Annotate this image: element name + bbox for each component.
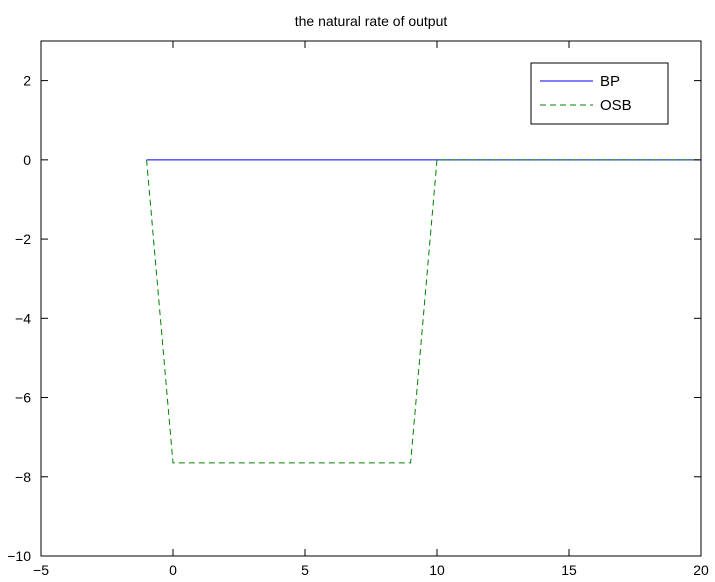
legend-label-bp: BP [600,73,620,90]
y-tick-label: −2 [15,231,31,247]
x-tick-label: −5 [33,562,49,578]
x-tick-label: 5 [301,562,309,578]
x-tick-label: 20 [693,562,709,578]
x-tick-label: 10 [429,562,445,578]
y-tick-label: 0 [23,152,31,168]
y-tick-label: −8 [15,469,31,485]
series-line-osb [146,159,701,464]
plot-area [41,41,701,556]
series-layer [146,159,701,464]
x-tick-label: 15 [561,562,577,578]
plot-background [41,41,701,556]
y-tick-label: −10 [7,548,31,564]
axes-frame [40,40,702,557]
chart-title: the natural rate of output [295,13,448,29]
y-tick-label: −4 [15,310,31,326]
legend-box [530,62,669,125]
legend: BP OSB [530,62,669,125]
legend-label-osb: OSB [600,97,632,114]
x-tick-label: 0 [169,562,177,578]
y-tick-label: 2 [23,73,31,89]
y-tick-label: −6 [15,390,31,406]
axes: −5 0 5 10 15 20 −10 −8 −6 −4 −2 0 2 [7,40,709,578]
